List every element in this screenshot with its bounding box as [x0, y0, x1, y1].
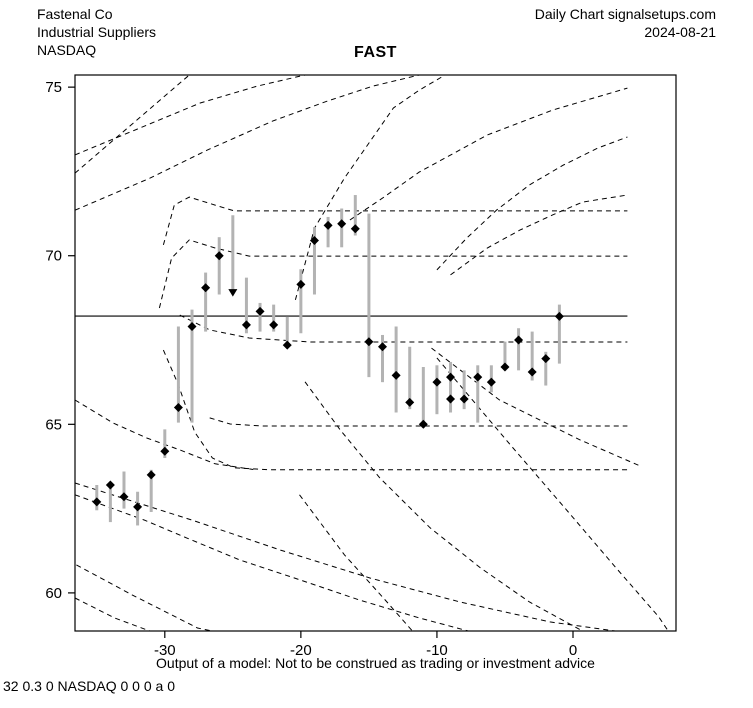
marker-t-34: [105, 480, 115, 490]
marker-t-30: [160, 446, 170, 456]
marker-t-23: [255, 306, 265, 316]
chart-date: 2024-08-21: [644, 24, 716, 40]
marker-t-13: [391, 370, 401, 380]
curve-rise-right-1: [349, 87, 628, 221]
marker-t-26: [214, 251, 224, 261]
marker-t-35: [92, 497, 102, 507]
marker-t-20: [296, 279, 306, 289]
marker-t-2: [541, 354, 551, 364]
curve-settle-level-65.0: [209, 417, 628, 427]
marker-t-27: [201, 283, 211, 293]
marker-t-24: [241, 320, 251, 330]
marker-t-3: [527, 367, 537, 377]
model-code-text: 32 0.3 0 NASDAQ 0 0 0 a 0: [3, 678, 175, 694]
header-left: Fastenal Co Industrial Suppliers NASDAQ: [37, 5, 156, 59]
marker-t-6: [486, 377, 496, 387]
y-tick-label: 65: [45, 416, 62, 433]
curve-settle-level-67.45: [179, 314, 628, 343]
curve-rise-long: [74, 74, 420, 211]
curve-hump-level-70.0: [158, 239, 628, 309]
curve-rise-steep-left: [74, 74, 190, 174]
marker-t-25: [228, 289, 238, 297]
curve-rise-right-2: [436, 136, 628, 271]
x-tick-label: -30: [154, 642, 176, 659]
model-dashed-curves: [74, 74, 669, 632]
curve-fall-bottom-left-1: [76, 564, 213, 632]
y-tick-label: 75: [45, 79, 62, 96]
curve-rise-right-3: [450, 194, 628, 276]
marker2-t-9: [446, 394, 456, 404]
x-tick-label: 0: [569, 642, 577, 659]
marker-t-9: [446, 372, 456, 382]
marker-t-29: [173, 402, 183, 412]
marker-t-28: [187, 322, 197, 332]
chart-type-label: Daily Chart signalsetups.com: [534, 6, 716, 22]
y-tick-label: 70: [45, 248, 62, 265]
marker-t-14: [378, 342, 388, 352]
exchange-label: NASDAQ: [37, 42, 97, 58]
axes: -30 -20 -10 0 75 70 65 60: [45, 74, 677, 659]
marker-t-16: [350, 224, 360, 234]
header-right: Daily Chart signalsetups.com 2024-08-21: [535, 5, 716, 41]
marker-t-19: [309, 236, 319, 246]
marker-t-11: [418, 419, 428, 429]
marker-t-12: [405, 397, 415, 407]
industry-label: Industrial Suppliers: [37, 24, 157, 40]
curve-fall-right-steep: [436, 357, 669, 632]
marker-t-18: [323, 220, 333, 230]
marker-t-17: [337, 219, 347, 229]
page-title: FAST: [354, 44, 397, 61]
marker-t-4: [514, 335, 524, 345]
curve-rise-upper: [74, 74, 306, 156]
y-tick-label: 60: [45, 585, 62, 602]
marker-t-7: [473, 372, 483, 382]
x-tick-label: -20: [290, 642, 312, 659]
curve-fall-bottom-left-2: [74, 597, 150, 632]
marker-t-1: [554, 311, 564, 321]
marker-t-21: [282, 340, 292, 350]
marker-t-8: [459, 394, 469, 404]
price-bars: [95, 195, 561, 526]
curve-fall-steep-short: [299, 494, 413, 632]
marker-t-33: [119, 492, 129, 502]
marker-t-5: [500, 362, 510, 372]
curve-fall-mid-1: [74, 482, 616, 632]
marker-t-22: [269, 320, 279, 330]
marker-t-32: [133, 502, 143, 512]
curve-fall-steep-mid: [304, 381, 583, 632]
disclaimer-text: Output of a model: Not to be construed a…: [156, 655, 595, 671]
curve-fall-mid-2: [74, 494, 469, 632]
marker-t-10: [432, 377, 442, 387]
marker-t-31: [146, 470, 156, 480]
marker-t-15: [364, 337, 374, 347]
curve-fall-right-gentle: [431, 347, 640, 467]
company-name: Fastenal Co: [37, 6, 113, 22]
price-markers: [92, 219, 564, 512]
x-tick-label: -10: [426, 642, 448, 659]
